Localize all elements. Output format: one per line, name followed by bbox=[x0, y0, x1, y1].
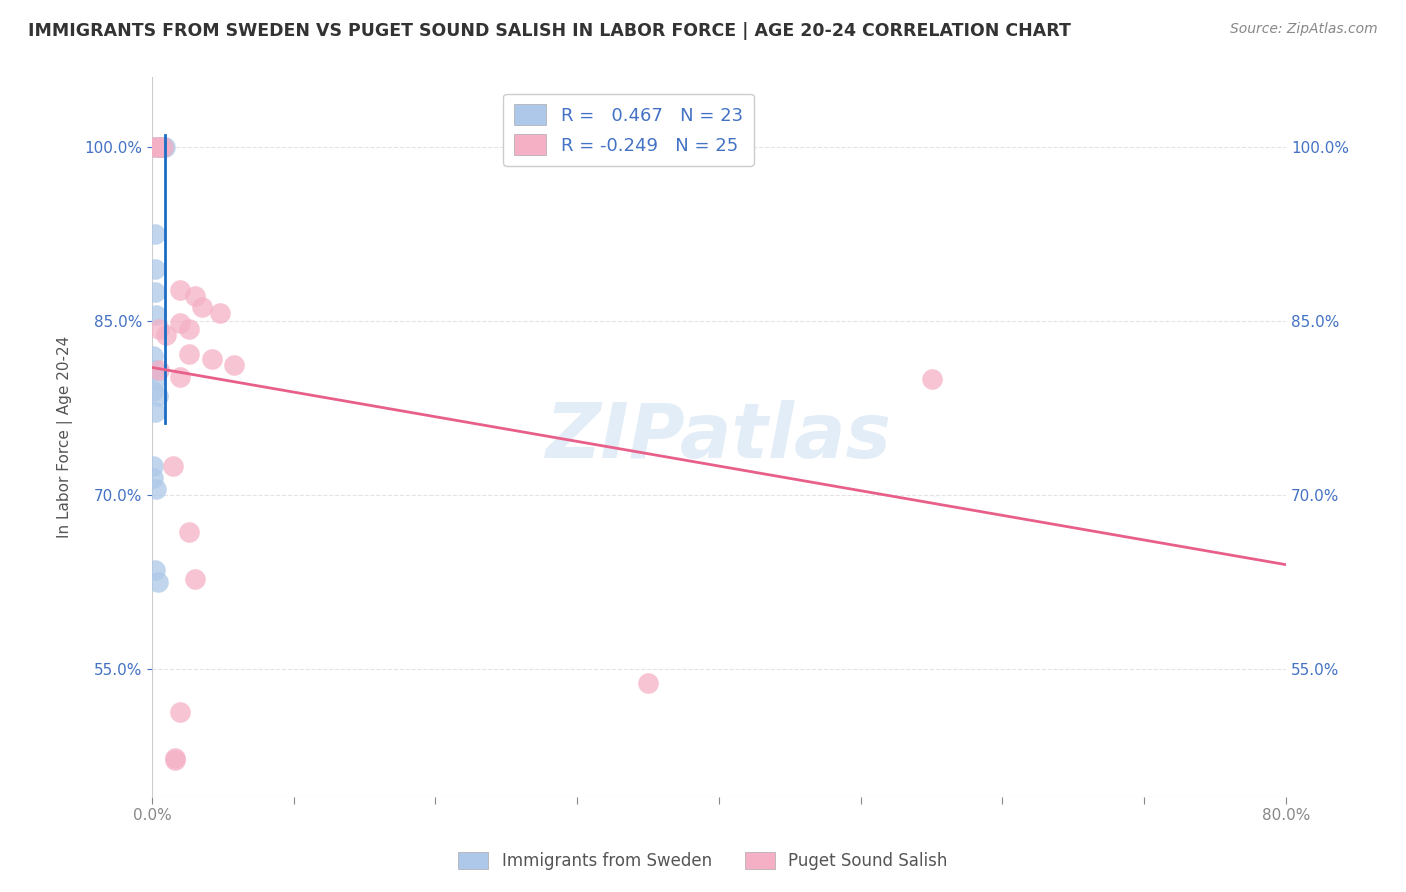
Point bbox=[149, 140, 172, 154]
Point bbox=[146, 389, 169, 403]
Point bbox=[142, 140, 165, 154]
Point bbox=[153, 140, 176, 154]
Point bbox=[169, 369, 191, 384]
Point bbox=[152, 140, 174, 154]
Point bbox=[224, 358, 246, 372]
Point bbox=[142, 140, 165, 154]
Point bbox=[142, 384, 165, 398]
Point bbox=[152, 140, 174, 154]
Point bbox=[143, 261, 166, 276]
Point bbox=[209, 306, 232, 320]
Point bbox=[145, 482, 167, 496]
Legend: R =   0.467   N = 23, R = -0.249   N = 25: R = 0.467 N = 23, R = -0.249 N = 25 bbox=[503, 94, 754, 166]
Legend: Immigrants from Sweden, Puget Sound Salish: Immigrants from Sweden, Puget Sound Sali… bbox=[451, 845, 955, 877]
Point bbox=[183, 572, 205, 586]
Point bbox=[146, 575, 169, 590]
Point bbox=[148, 140, 170, 154]
Text: IMMIGRANTS FROM SWEDEN VS PUGET SOUND SALISH IN LABOR FORCE | AGE 20-24 CORRELAT: IMMIGRANTS FROM SWEDEN VS PUGET SOUND SA… bbox=[28, 22, 1071, 40]
Point bbox=[143, 404, 166, 418]
Point bbox=[142, 349, 165, 363]
Point bbox=[149, 140, 172, 154]
Point bbox=[145, 308, 167, 322]
Point bbox=[148, 140, 170, 154]
Point bbox=[169, 317, 191, 331]
Point bbox=[143, 227, 166, 241]
Point bbox=[142, 470, 165, 484]
Point bbox=[177, 525, 200, 540]
Point bbox=[152, 140, 174, 154]
Y-axis label: In Labor Force | Age 20-24: In Labor Force | Age 20-24 bbox=[58, 336, 73, 538]
Point bbox=[143, 564, 166, 578]
Point bbox=[148, 140, 170, 154]
Point bbox=[637, 676, 659, 690]
Point bbox=[177, 346, 200, 360]
Point bbox=[177, 322, 200, 336]
Point bbox=[145, 372, 167, 386]
Text: ZIPatlas: ZIPatlas bbox=[546, 400, 891, 474]
Point bbox=[200, 352, 222, 367]
Point bbox=[169, 283, 191, 297]
Point bbox=[143, 285, 166, 299]
Point bbox=[148, 322, 170, 336]
Point bbox=[148, 363, 170, 377]
Point bbox=[183, 288, 205, 302]
Text: Source: ZipAtlas.com: Source: ZipAtlas.com bbox=[1230, 22, 1378, 37]
Point bbox=[142, 458, 165, 473]
Point bbox=[146, 140, 169, 154]
Point bbox=[162, 458, 184, 473]
Point bbox=[143, 363, 166, 377]
Point bbox=[921, 372, 943, 386]
Point bbox=[155, 328, 177, 343]
Point bbox=[163, 751, 186, 765]
Point bbox=[169, 705, 191, 719]
Point bbox=[190, 300, 212, 314]
Point bbox=[163, 753, 186, 767]
